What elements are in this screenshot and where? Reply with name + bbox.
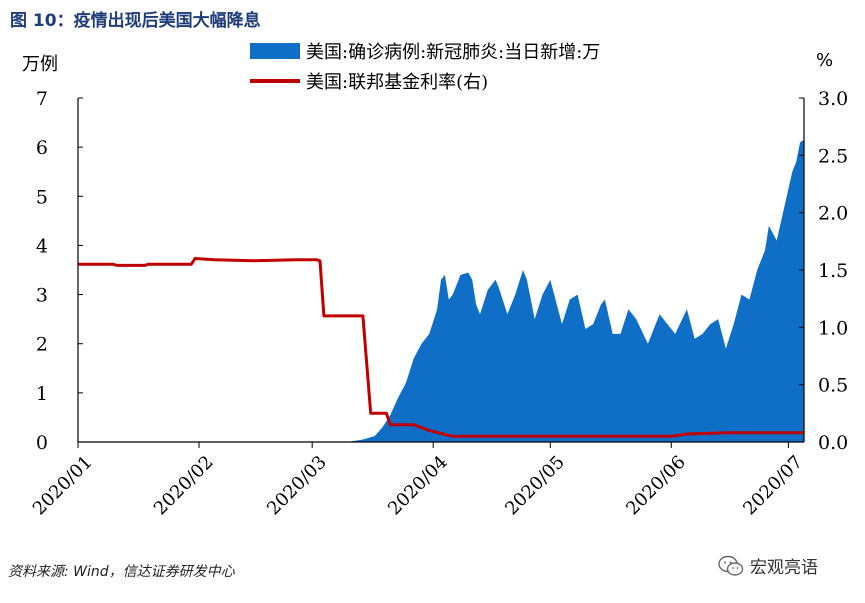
legend-label-cases: 美国:确诊病例:新冠肺炎:当日新增:万	[306, 42, 601, 63]
chart-legend: 美国:确诊病例:新冠肺炎:当日新增:万 美国:联邦基金利率(右)	[250, 36, 600, 96]
x-tick-label: 2020/01	[29, 452, 97, 520]
legend-item-cases: 美国:确诊病例:新冠肺炎:当日新增:万	[250, 36, 600, 66]
figure-title: 图 10：疫情出现后美国大幅降息	[10, 11, 261, 31]
x-tick-label: 2020/06	[622, 452, 690, 520]
y-left-tick-label: 4	[36, 235, 48, 257]
y-left-tick-label: 0	[36, 432, 48, 454]
x-tick-label: 2020/02	[150, 452, 218, 520]
y-left-tick-label: 1	[36, 383, 48, 405]
legend-swatch-area	[250, 43, 300, 59]
y-left-tick-label: 6	[36, 137, 48, 159]
legend-swatch-line	[250, 79, 300, 83]
watermark-label: 宏观亮语	[750, 558, 818, 578]
y-left-tick-labels: 0 1 2 3 4 5 6 7	[36, 88, 48, 454]
x-tick-labels: 2020/01 2020/02 2020/03 2020/04 2020/05 2020/…	[29, 452, 807, 520]
legend-label-rate: 美国:联邦基金利率(右)	[306, 72, 489, 93]
y-right-tick-label: 0.5	[818, 375, 848, 397]
y-left-tick-label: 5	[36, 186, 48, 208]
y-right-tick-label: 2.0	[818, 203, 848, 225]
y-right-tick-label: 2.5	[818, 145, 848, 167]
y-right-tick-label: 1.5	[818, 260, 848, 282]
y-left-tick-label: 2	[36, 334, 48, 356]
y-right-tick-labels: 0.0 0.5 1.0 1.5 2.0 2.5 3.0	[818, 88, 848, 454]
fed-rate-line-series	[78, 257, 804, 438]
x-tick-label: 2020/07	[739, 452, 807, 520]
y-right-tick-label: 3.0	[818, 88, 848, 110]
y-left-tick-label: 7	[36, 88, 48, 110]
cases-area-series	[347, 139, 804, 443]
legend-item-rate: 美国:联邦基金利率(右)	[250, 66, 600, 96]
wechat-icon	[718, 555, 744, 576]
x-tick-label: 2020/04	[384, 452, 452, 520]
chart-axes	[77, 97, 805, 448]
y-right-tick-label: 0.0	[818, 432, 848, 454]
x-tick-label: 2020/03	[263, 452, 331, 520]
x-tick-label: 2020/05	[501, 452, 569, 520]
left-axis-unit: 万例	[22, 54, 58, 75]
y-right-tick-label: 1.0	[818, 317, 848, 339]
watermark: 宏观亮语	[718, 553, 818, 578]
y-left-tick-label: 3	[36, 285, 48, 307]
source-note: 资料来源: Wind，信达证券研发中心	[8, 564, 235, 580]
right-axis-unit: %	[816, 50, 834, 71]
